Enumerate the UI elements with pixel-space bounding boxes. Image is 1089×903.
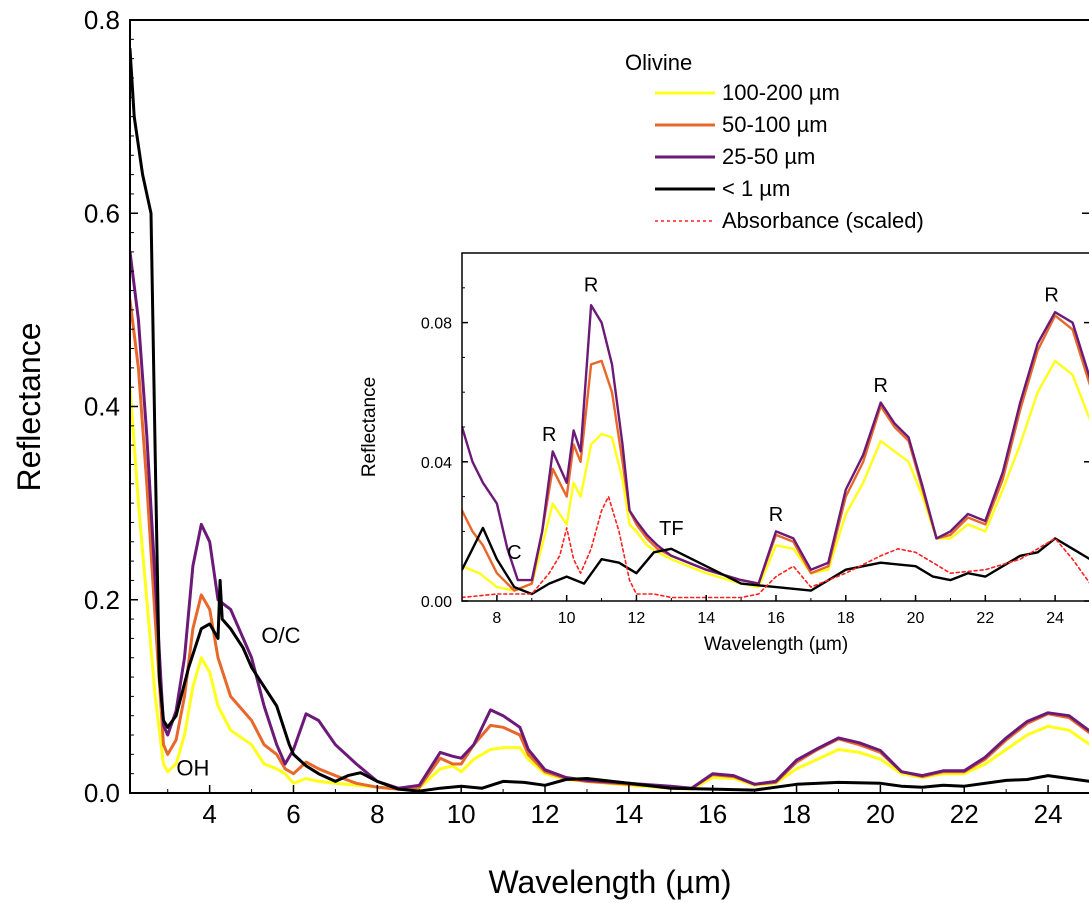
legend-label-50-100-m: 50-100 µm — [722, 112, 828, 137]
inset-tick-group: 8 10 12 14 16 18 20 22 24 0.00 0.04 0.08 — [421, 252, 1089, 627]
inset-annotation-r: R — [542, 424, 556, 446]
inset-annotation-c: C — [507, 542, 521, 564]
legend-entries: 100-200 µm 50-100 µm 25-50 µm < 1 µm Absorba… — [655, 80, 924, 233]
main-x-tick-label: 10 — [447, 799, 476, 829]
main-chart: 4 6 8 10 12 14 16 18 20 22 24 0.0 0.2 0.4 0.6 0.8 Wavel… — [11, 5, 1089, 900]
main-series-group — [130, 47, 1089, 793]
main-series-100-200-m-line — [130, 385, 1089, 791]
main-x-tick-label: 12 — [531, 799, 560, 829]
legend-label-1-m: < 1 µm — [722, 176, 790, 201]
main-y-axis-label: Reflectance — [11, 323, 47, 492]
inset-x-tick-label: 20 — [907, 610, 925, 627]
inset-x-tick-label: 14 — [697, 610, 715, 627]
main-annotation-o-c: O/C — [261, 623, 300, 648]
inset-annotation-tf: TF — [659, 518, 683, 540]
inset-x-tick-label: 24 — [1046, 610, 1064, 627]
main-x-tick-label: 24 — [1034, 799, 1063, 829]
inset-x-tick-label: 18 — [837, 610, 855, 627]
inset-y-axis-label: Reflectance — [359, 377, 380, 477]
legend-label-100-200-m: 100-200 µm — [722, 80, 840, 105]
main-y-tick-label: 0.2 — [84, 585, 120, 615]
legend-label-25-50-m: 25-50 µm — [722, 144, 815, 169]
inset-x-tick-label: 22 — [976, 610, 994, 627]
main-x-tick-label: 8 — [370, 799, 384, 829]
inset-x-tick-label: 8 — [492, 610, 501, 627]
inset-series-1-m-line — [462, 526, 1089, 596]
inset-background — [462, 253, 1089, 601]
main-x-tick-label: 16 — [698, 799, 727, 829]
main-annotation-oh: OH — [176, 756, 209, 781]
main-series-25-50-m-line — [130, 250, 1089, 790]
main-tick-group: 4 6 8 10 12 14 16 18 20 22 24 0.0 0.2 0.4 0.6 0.8 — [84, 5, 1089, 829]
main-y-tick-label: 0.0 — [84, 778, 120, 808]
inset-chart: 8 10 12 14 16 18 20 22 24 0.00 0.04 0.08 Wavelength… — [359, 252, 1089, 655]
inset-annotation-r: R — [873, 375, 887, 397]
main-x-tick-label: 18 — [782, 799, 811, 829]
inset-x-tick-label: 16 — [767, 610, 785, 627]
inset-x-tick-label: 10 — [558, 610, 576, 627]
inset-x-tick-label: 12 — [628, 610, 646, 627]
main-x-axis-label: Wavelength (µm) — [488, 864, 731, 900]
legend-label-absorbance-scaled: Absorbance (scaled) — [722, 208, 924, 233]
main-y-tick-label: 0.4 — [84, 392, 120, 422]
inset-annotation-r: R — [584, 274, 598, 296]
inset-y-tick-label: 0.04 — [421, 455, 452, 472]
main-x-tick-label: 4 — [202, 799, 216, 829]
main-x-tick-label: 22 — [950, 799, 979, 829]
main-annotation-group: O/C OH — [176, 623, 300, 780]
inset-y-tick-label: 0.00 — [421, 594, 452, 611]
main-y-tick-label: 0.6 — [84, 198, 120, 228]
inset-annotation-group: C R R TF R R R — [507, 274, 1059, 564]
legend: Olivine 100-200 µm 50-100 µm 25-50 µm < 1 µ… — [625, 50, 924, 233]
main-x-tick-label: 14 — [614, 799, 643, 829]
inset-annotation-r: R — [1044, 285, 1058, 307]
inset-annotation-r: R — [769, 504, 783, 526]
main-series-1-m-line — [130, 47, 1089, 793]
main-y-tick-label: 0.8 — [84, 5, 120, 35]
main-x-tick-label: 6 — [286, 799, 300, 829]
main-x-tick-label: 20 — [866, 799, 895, 829]
inset-y-tick-label: 0.08 — [421, 316, 452, 333]
inset-x-axis-label: Wavelength (µm) — [704, 634, 848, 655]
legend-title: Olivine — [625, 50, 692, 75]
